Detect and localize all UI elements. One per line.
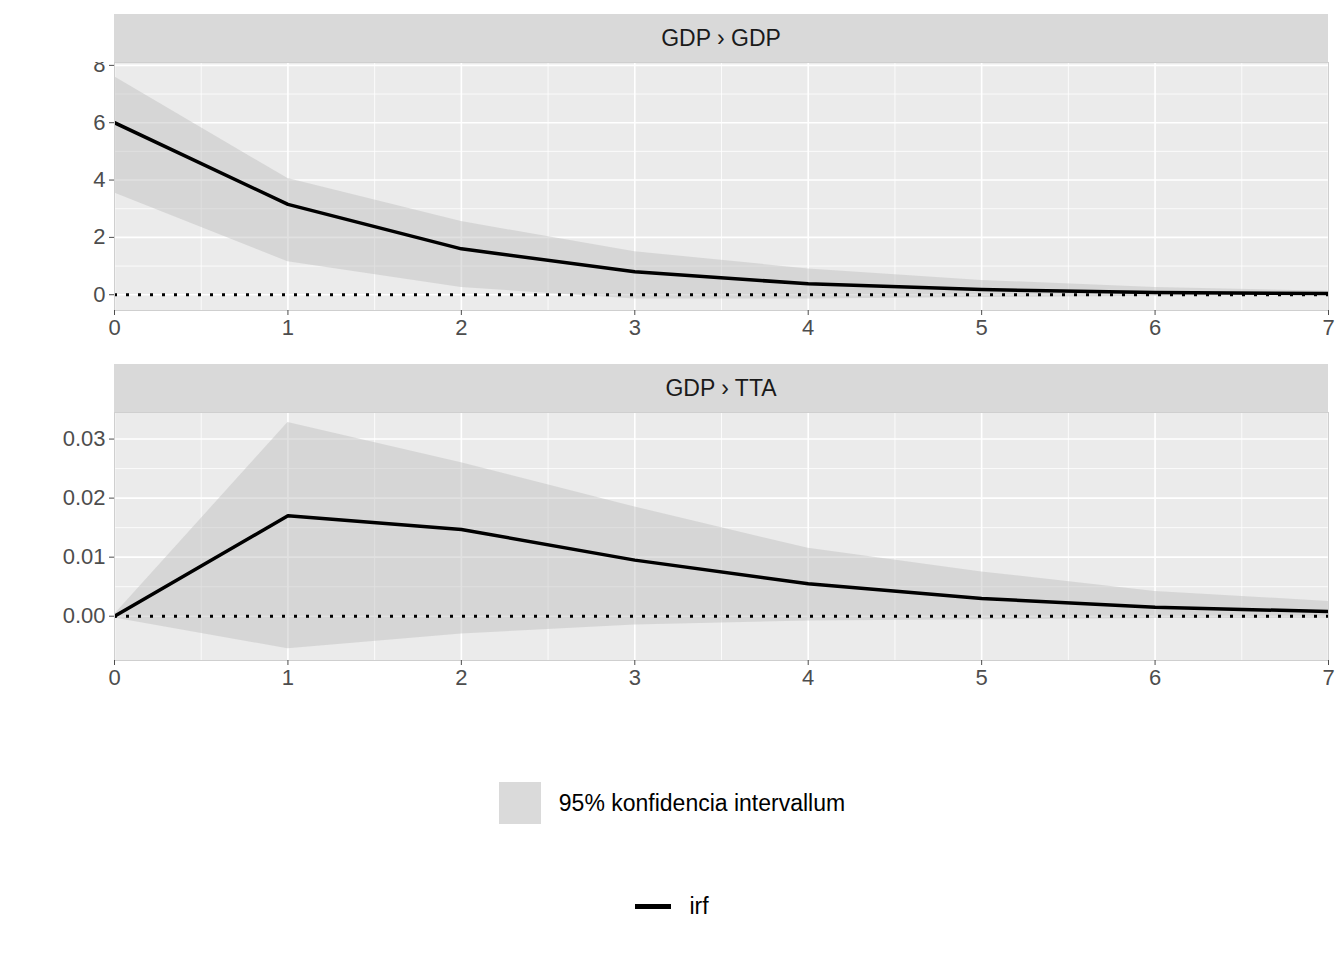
svg-text:8: 8 [93,62,105,77]
svg-text:6: 6 [1149,315,1161,340]
svg-text:7: 7 [1322,315,1334,340]
svg-text:1: 1 [282,315,294,340]
svg-text:2: 2 [455,665,467,690]
svg-text:3: 3 [629,315,641,340]
html-text:95% konfidencia intervallum: 95% konfidencia intervallum [558,789,846,816]
svg-text:7: 7 [1322,665,1334,690]
svg-text:0.01: 0.01 [63,544,106,569]
svg-text:0.03: 0.03 [63,426,106,451]
svg-text:4: 4 [802,665,814,690]
svg-text:4: 4 [93,167,105,192]
svg-text:5: 5 [976,665,988,690]
svg-text:6: 6 [93,110,105,135]
svg-text:2: 2 [93,224,105,249]
svg-text:0: 0 [108,315,120,340]
svg-text:5: 5 [976,315,988,340]
svg-text:6: 6 [1149,665,1161,690]
html-text:GDP › TTA: GDP › TTA [665,374,777,401]
svg-text:4: 4 [802,315,814,340]
svg-text:0.02: 0.02 [63,485,106,510]
html-text:GDP › GDP: GDP › GDP [661,24,781,51]
svg-text:0.00: 0.00 [63,603,106,628]
svg-text:3: 3 [629,665,641,690]
svg-text:1: 1 [282,665,294,690]
svg-text:2: 2 [455,315,467,340]
svg-text:0: 0 [108,665,120,690]
html-text:irf: irf [689,892,709,919]
svg-text:0: 0 [93,282,105,307]
